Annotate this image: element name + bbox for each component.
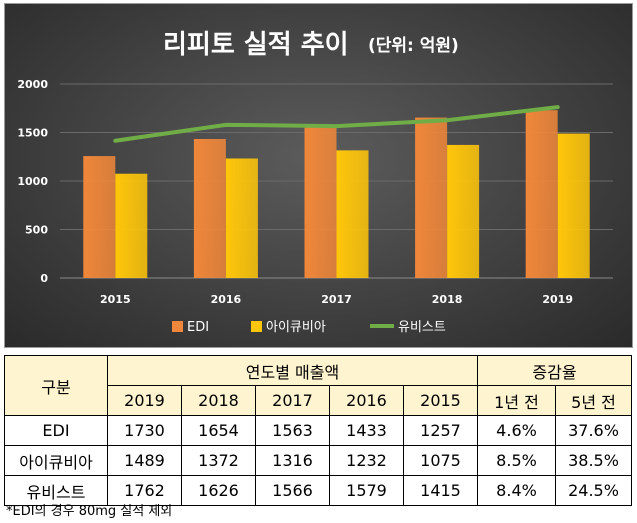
table-cell: 37.6% [555,415,632,446]
table-header-category: 구분 [4,355,108,416]
bar-edi [525,110,558,278]
bar-layer [83,110,590,278]
bar-iqvia [115,173,148,278]
table-row: EDI 1730 1654 1563 1433 1257 4.6% 37.6% [4,415,632,446]
table-cell: 8.4% [477,475,556,506]
text-layer: 리피토 실적 추이 (단위: 억원) 0 500 1000 1500 2000 2015 2… [17,30,573,306]
x-tick-label: 2016 [211,293,242,306]
table-cell: 1257 [403,415,478,446]
table-row-label: 유비스트 [4,475,108,506]
table-cell: 1563 [255,415,330,446]
table-cell: 1626 [181,475,256,506]
bar-iqvia [225,158,258,278]
legend-label: 유비스트 [398,320,446,335]
y-tick-label: 0 [40,272,48,285]
table-cell: 1762 [107,475,182,506]
table-cell: 1075 [403,445,478,476]
y-tick-label: 1500 [17,127,48,140]
table-year-header: 2016 [329,385,404,416]
legend-label: EDI [187,320,209,335]
table-cell: 8.5% [477,445,556,476]
chart-title: 리피토 실적 추이 [163,30,349,60]
table-change-header: 1년 전 [477,385,556,416]
bar-edi [83,156,116,278]
y-tick-label: 500 [25,224,48,237]
table-cell: 1372 [181,445,256,476]
bar-iqvia [557,133,590,278]
table-cell: 4.6% [477,415,556,446]
table-row-label: EDI [4,415,108,446]
table-cell: 1566 [255,475,330,506]
footnote: *EDI의 경우 80mg 실적 제외 [6,504,173,519]
table-row: 아이큐비아 1489 1372 1316 1232 1075 8.5% 38.5… [4,445,632,476]
legend-swatch [172,321,183,332]
legend-label: 아이큐비아 [266,320,326,335]
table-cell: 1433 [329,415,404,446]
table-cell: 1489 [107,445,182,476]
x-tick-label: 2018 [432,293,463,306]
table-cell: 1654 [181,415,256,446]
table-row-label: 아이큐비아 [4,445,108,476]
bar-edi [304,126,337,278]
data-table: 구분 연도별 매출액 증감율 2019 2018 2017 2016 2015 … [4,355,632,506]
bar-iqvia [447,144,480,278]
table-header-change: 증감율 [477,355,632,386]
table-cell: 1316 [255,445,330,476]
chart-svg: 리피토 실적 추이 (단위: 억원) 0 500 1000 1500 2000 2015 2… [17,30,613,335]
chart-panel: 리피토 실적 추이 (단위: 억원) 0 500 1000 1500 2000 2015 2… [4,3,633,348]
bar-iqvia [336,150,369,278]
table-year-header: 2017 [255,385,330,416]
bar-edi [193,138,226,278]
x-tick-label: 2017 [321,293,352,306]
table-cell: 24.5% [555,475,632,506]
y-tick-label: 1000 [17,175,48,188]
x-tick-label: 2015 [100,293,131,306]
table-cell: 1579 [329,475,404,506]
table-row: 유비스트 1762 1626 1566 1579 1415 8.4% 24.5% [4,475,632,506]
table-year-header: 2018 [181,385,256,416]
table-year-header: 2019 [107,385,182,416]
y-tick-label: 2000 [17,78,48,91]
table-year-header: 2015 [403,385,478,416]
table-change-header: 5년 전 [555,385,632,416]
x-tick-label: 2019 [542,293,573,306]
table-cell: 38.5% [555,445,632,476]
bar-edi [415,117,448,278]
legend-swatch [251,321,262,332]
chart-title-unit: (단위: 억원) [368,36,459,56]
legend: EDI 아이큐비아 유비스트 [172,320,446,335]
table-cell: 1730 [107,415,182,446]
line-layer [113,105,560,143]
table-cell: 1232 [329,445,404,476]
table-header-sales: 연도별 매출액 [107,355,478,386]
table-cell: 1415 [403,475,478,506]
line-ubist [113,105,560,143]
